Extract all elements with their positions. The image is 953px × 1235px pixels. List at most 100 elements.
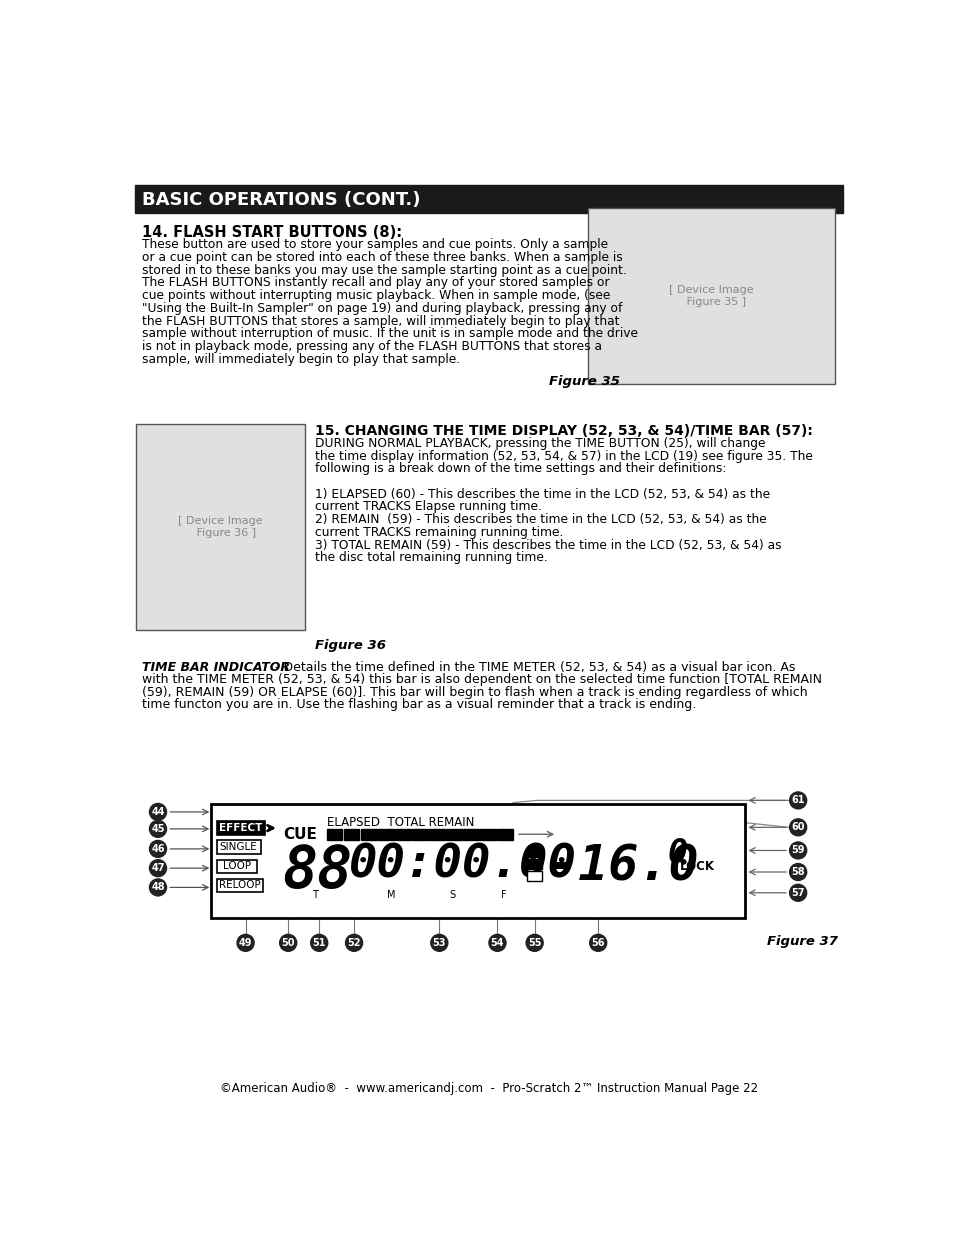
Text: BASIC OPERATIONS (CONT.): BASIC OPERATIONS (CONT.) [142,190,420,209]
Text: 88: 88 [282,842,352,900]
Text: sample, will immediately begin to play that sample.: sample, will immediately begin to play t… [142,353,460,366]
Text: 0: 0 [667,836,687,869]
Text: 44: 44 [152,806,165,816]
Text: 61: 61 [791,795,804,805]
Bar [216,860,257,873]
Text: 54: 54 [490,937,504,947]
Text: or a cue point can be stored into each of these three banks. When a sample is: or a cue point can be stored into each o… [142,251,622,264]
Bar [412,829,427,840]
Circle shape [431,935,447,951]
Circle shape [150,860,167,877]
Text: 56: 56 [591,937,604,947]
Bar [587,209,834,384]
Bar [134,185,842,212]
Text: M: M [387,890,395,900]
Text: stored in to these banks you may use the sample starting point as a cue point.: stored in to these banks you may use the… [142,264,626,277]
Text: LOCK: LOCK [679,860,714,873]
Circle shape [789,884,806,902]
Bar [526,858,542,869]
Bar [480,829,496,840]
Text: 47: 47 [152,863,165,873]
Text: S: S [449,890,455,900]
Text: the disc total remaining running time.: the disc total remaining running time. [314,551,547,564]
Text: [ Device Image
   Figure 35 ]: [ Device Image Figure 35 ] [668,285,753,306]
Text: time functon you are in. Use the flashing bar as a visual reminder that a track : time functon you are in. Use the flashin… [142,698,696,711]
Bar [216,821,265,835]
Text: 55: 55 [527,937,541,947]
Circle shape [150,879,167,895]
Text: following is a break down of the time settings and their definitions:: following is a break down of the time se… [314,462,725,475]
Text: Figure 36: Figure 36 [314,640,385,652]
Text: 60: 60 [791,823,804,832]
Text: SINGLE: SINGLE [219,841,257,852]
Circle shape [150,804,167,820]
Circle shape [345,935,362,951]
Circle shape [525,935,542,951]
Text: [ Device Image
   Figure 36 ]: [ Device Image Figure 36 ] [178,516,263,537]
Text: 52: 52 [347,937,360,947]
Text: is not in playback mode, pressing any of the FLASH BUTTONS that stores a: is not in playback mode, pressing any of… [142,340,602,353]
Circle shape [789,863,806,881]
Text: 1) ELAPSED (60) - This describes the time in the LCD (52, 53, & 54) as the: 1) ELAPSED (60) - This describes the tim… [314,488,769,500]
Circle shape [150,841,167,857]
Text: Figure 35: Figure 35 [549,375,619,388]
Text: These button are used to store your samples and cue points. Only a sample: These button are used to store your samp… [142,238,608,251]
Text: 3) TOTAL REMAIN (59) - This describes the time in the LCD (52, 53, & 54) as: 3) TOTAL REMAIN (59) - This describes th… [314,538,781,552]
Text: F: F [500,890,506,900]
Text: 58: 58 [790,867,804,877]
Bar [216,879,263,892]
Text: 51: 51 [313,937,326,947]
Text: current TRACKS Elapse running time.: current TRACKS Elapse running time. [314,500,541,514]
Bar [526,846,542,857]
Text: 14. FLASH START BUTTONS (8):: 14. FLASH START BUTTONS (8): [142,225,402,240]
Text: T: T [312,890,317,900]
Text: with the TIME METER (52, 53, & 54) this bar is also dependent on the selected ti: with the TIME METER (52, 53, & 54) this … [142,673,821,687]
Bar [211,804,744,918]
Text: 53: 53 [432,937,446,947]
Circle shape [150,820,167,837]
Text: -16.0: -16.0 [547,842,698,890]
Circle shape [236,935,253,951]
Circle shape [789,842,806,858]
Text: EFFECT: EFFECT [219,823,262,834]
Text: 48: 48 [151,882,165,893]
Bar [395,829,410,840]
Text: DURING NORMAL PLAYBACK, pressing the TIME BUTTON (25), will change: DURING NORMAL PLAYBACK, pressing the TIM… [314,437,764,450]
Text: Figure 37: Figure 37 [766,935,838,948]
Text: 59: 59 [791,846,804,856]
Text: the time display information (52, 53, 54, & 57) in the LCD (19) see figure 35. T: the time display information (52, 53, 54… [314,450,812,463]
Bar [136,424,305,630]
Text: The FLASH BUTTONS instantly recall and play any of your stored samples or: The FLASH BUTTONS instantly recall and p… [142,277,610,289]
Text: 49: 49 [238,937,252,947]
Text: CUE: CUE [283,827,317,842]
Text: 46: 46 [152,844,165,853]
Circle shape [789,819,806,836]
Text: the FLASH BUTTONS that stores a sample, will immediately begin to play that: the FLASH BUTTONS that stores a sample, … [142,315,619,327]
Text: 50: 50 [281,937,294,947]
Bar [429,829,444,840]
Text: (59), REMAIN (59) OR ELAPSE (60)]. This bar will begin to flash when a track is : (59), REMAIN (59) OR ELAPSE (60)]. This … [142,685,807,699]
Text: cue points without interrupting music playback. When in sample mode, (see: cue points without interrupting music pl… [142,289,610,303]
Text: sample without interruption of music. If the unit is in sample mode and the driv: sample without interruption of music. If… [142,327,638,340]
Bar [377,829,394,840]
Circle shape [789,792,806,809]
Circle shape [488,935,505,951]
Text: 45: 45 [152,824,165,834]
Bar [463,829,478,840]
Text: "Using the Built-In Sampler" on page 19) and during playback, pressing any of: "Using the Built-In Sampler" on page 19)… [142,301,622,315]
Text: ELAPSED  TOTAL REMAIN: ELAPSED TOTAL REMAIN [327,816,474,829]
Text: TIME BAR INDICATOR: TIME BAR INDICATOR [142,661,291,674]
Bar [216,841,261,853]
Text: LOOP: LOOP [223,861,251,871]
Bar [497,829,513,840]
Text: 2) REMAIN  (59) - This describes the time in the LCD (52, 53, & 54) as the: 2) REMAIN (59) - This describes the time… [314,514,765,526]
Bar [360,829,376,840]
Circle shape [589,935,606,951]
Text: 15. CHANGING THE TIME DISPLAY (52, 53, & 54)/TIME BAR (57):: 15. CHANGING THE TIME DISPLAY (52, 53, &… [314,424,812,438]
Text: RELOOP: RELOOP [219,881,261,890]
Text: ©American Audio®  -  www.americandj.com  -  Pro-Scratch 2™ Instruction Manual Pa: ©American Audio® - www.americandj.com - … [219,1082,758,1095]
Circle shape [279,935,296,951]
Bar [526,871,542,882]
Text: current TRACKS remaining running time.: current TRACKS remaining running time. [314,526,562,538]
Bar [344,829,359,840]
